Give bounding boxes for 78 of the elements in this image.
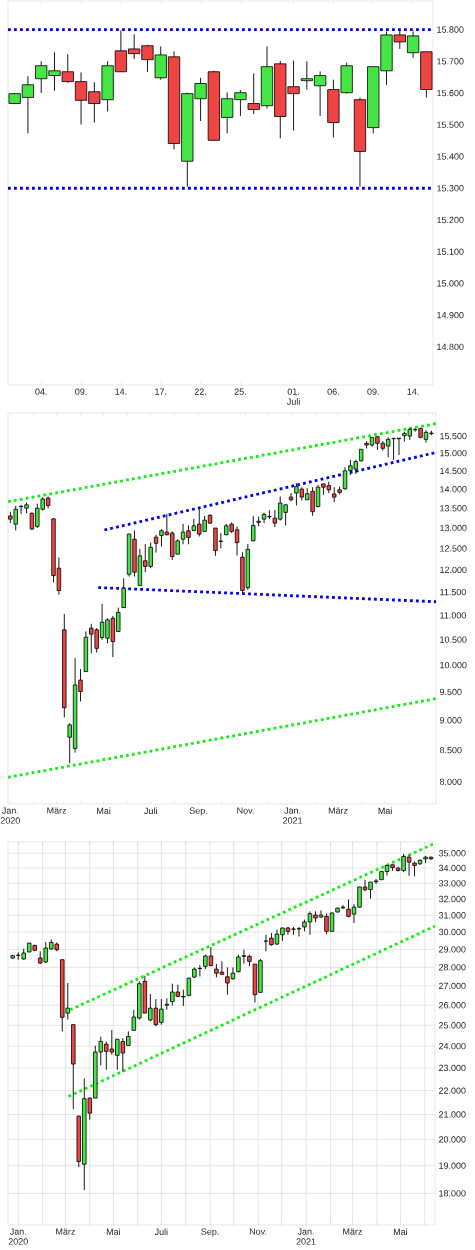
y-tick-label: 10.000 (440, 661, 467, 669)
y-tick-label: 15.300 (437, 185, 464, 192)
y-tick-label: 18.000 (439, 1190, 466, 1197)
y-tick-label: 30.000 (438, 928, 466, 936)
y-tick-label: 15.500 (440, 432, 467, 440)
y-tick-label: 9.500 (439, 688, 462, 696)
x-tick-label: Sep. (201, 1228, 219, 1237)
x-tick-label: 06. (327, 388, 339, 395)
y-tick-label: 11.500 (440, 588, 466, 596)
y-tick-label: 14.000 (440, 486, 467, 493)
x-tick-label: Jan. 2020 (8, 1228, 28, 1245)
x-tick-label: Nov. (237, 807, 254, 814)
y-tick-label: 15.000 (437, 280, 464, 287)
y-tick-label: 11.000 (440, 612, 466, 619)
y-tick-label: 10.500 (440, 636, 467, 643)
candlestick (288, 492, 294, 502)
x-tick-label: 22. (194, 388, 206, 395)
x-tick-label: März (47, 807, 67, 814)
x-tick-label: März (343, 1228, 362, 1235)
x-tick-label: Mai (97, 807, 111, 815)
y-tick-label: 12.000 (440, 566, 467, 574)
candlestick (251, 515, 256, 542)
x-tick-label: 14. (115, 388, 127, 395)
y-tick-label: 35.000 (438, 850, 466, 857)
y-tick-label: 19.000 (439, 1162, 466, 1169)
x-tick-label: Mai (378, 807, 392, 815)
x-tick-label: 25. (234, 388, 246, 395)
y-tick-label: 34.000 (438, 864, 466, 872)
y-tick-label: 31.000 (438, 912, 466, 919)
y-tick-label: 22.000 (438, 1087, 466, 1094)
y-tick-label: 32.000 (438, 895, 466, 903)
x-tick-label: Jan. 2021 (283, 807, 303, 824)
x-tick-label: Jan. 2020 (0, 807, 20, 824)
y-tick-label: 33.000 (438, 880, 466, 887)
y-tick-label: 14.900 (437, 311, 464, 319)
candlestick (121, 577, 126, 609)
x-tick-label: 04. (35, 388, 47, 395)
y-tick-label: 8.500 (439, 746, 462, 754)
y-tick-label: 15.500 (437, 121, 464, 128)
x-tick-label: Nov. (249, 1228, 267, 1235)
y-tick-label: 15.800 (437, 26, 464, 33)
y-tick-label: 27.000 (438, 982, 466, 990)
y-tick-label: 13.500 (440, 505, 467, 512)
y-tick-label: 24.000 (438, 1042, 466, 1050)
y-tick-label: 9.000 (439, 717, 462, 724)
x-tick-label: 09. (75, 388, 87, 395)
y-tick-label: 15.000 (440, 449, 467, 457)
y-tick-label: 15.100 (437, 248, 464, 255)
x-tick-label: März (328, 807, 348, 814)
x-tick-label: Sep. (189, 807, 207, 816)
y-tick-label: 15.400 (437, 153, 464, 160)
x-tick-label: Jan. 2021 (296, 1228, 316, 1245)
x-tick-label: Juli (144, 807, 157, 815)
y-tick-label: 25.000 (438, 1022, 466, 1029)
candlestick (153, 534, 159, 553)
x-tick-label: Mai (106, 1228, 120, 1236)
x-tick-label: Juli (154, 1228, 168, 1236)
y-tick-label: 23.000 (438, 1064, 466, 1072)
y-tick-label: 8.000 (439, 778, 462, 786)
y-tick-label: 15.200 (437, 216, 464, 224)
y-tick-label: 15.600 (437, 89, 464, 97)
y-tick-label: 14.800 (437, 343, 464, 351)
candlestick (164, 997, 170, 1011)
y-tick-label: 28.000 (438, 964, 466, 971)
y-tick-label: 29.000 (438, 946, 466, 953)
x-tick-label: März (56, 1228, 75, 1235)
y-tick-label: 15.700 (437, 58, 464, 65)
y-tick-label: 21.000 (438, 1111, 466, 1118)
x-tick-label: 01. Juli (286, 388, 300, 405)
y-tick-label: 14.500 (440, 467, 467, 475)
y-tick-label: 13.000 (440, 524, 467, 532)
x-tick-label: Mai (393, 1228, 408, 1236)
x-tick-label: 14. (407, 388, 419, 395)
x-tick-label: 17. (155, 388, 167, 395)
y-tick-label: 20.000 (438, 1136, 466, 1143)
y-tick-label: 26.000 (438, 1002, 466, 1009)
y-tick-label: 12.500 (440, 545, 467, 552)
x-tick-label: 09. (367, 388, 379, 395)
